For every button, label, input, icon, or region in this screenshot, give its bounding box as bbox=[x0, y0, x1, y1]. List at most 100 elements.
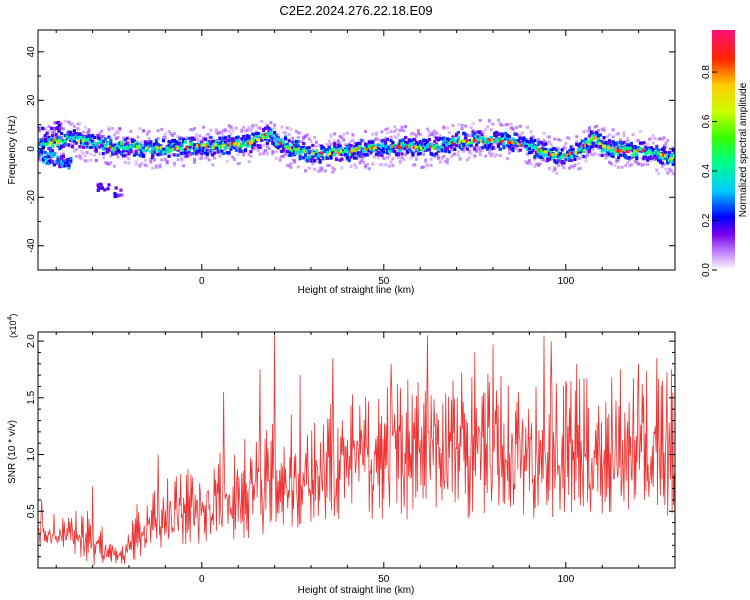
heatmap-cell-halo bbox=[516, 149, 520, 153]
heatmap-cell-body bbox=[161, 139, 166, 143]
heatmap-cell-body bbox=[132, 153, 137, 157]
heatmap-cell-body bbox=[571, 151, 575, 156]
heatmap-cell-halo bbox=[409, 156, 413, 160]
heatmap-cell-halo bbox=[567, 166, 571, 170]
heatmap-cell-body bbox=[409, 149, 413, 153]
heatmap-cell-body bbox=[296, 140, 300, 144]
heatmap-cell-halo bbox=[251, 123, 255, 127]
heatmap-cell-halo bbox=[52, 121, 56, 125]
heatmap-cell-halo bbox=[620, 165, 624, 169]
heatmap-cell-body bbox=[40, 138, 44, 142]
heatmap-cell-halo bbox=[478, 118, 482, 122]
heatmap-cell-halo bbox=[537, 164, 540, 168]
heatmap-cell-halo bbox=[165, 160, 169, 164]
heatmap-cell-core bbox=[476, 137, 481, 142]
heatmap-cell-halo bbox=[609, 162, 613, 166]
heatmap-cell-body bbox=[289, 153, 293, 157]
heatmap-cell-body bbox=[626, 156, 630, 160]
heatmap-cell-halo bbox=[537, 138, 540, 142]
heatmap-cell-halo bbox=[76, 127, 80, 131]
heatmap-cell-body bbox=[538, 155, 542, 160]
heatmap-cell-halo bbox=[628, 158, 631, 162]
heatmap-cell-body bbox=[185, 152, 189, 156]
heatmap-cell-body bbox=[274, 133, 279, 137]
heatmap-cell-body bbox=[462, 141, 466, 145]
heatmap-cell-halo bbox=[154, 166, 158, 170]
heatmap-cell-peak bbox=[227, 143, 232, 147]
heatmap-cell-halo bbox=[67, 120, 71, 124]
heatmap-cell-halo bbox=[398, 161, 402, 165]
heatmap-cell-halo bbox=[345, 131, 349, 135]
heatmap-cell-halo bbox=[425, 127, 429, 131]
heatmap-cell-halo bbox=[393, 125, 397, 129]
heatmap-cell-halo bbox=[618, 142, 622, 146]
heatmap-cell-halo bbox=[287, 133, 291, 137]
heatmap-cell-body bbox=[569, 147, 573, 152]
heatmap-cell-body bbox=[425, 148, 430, 152]
heatmap-cell-halo bbox=[294, 129, 298, 133]
heatmap-cell-core bbox=[180, 143, 184, 147]
heatmap-cell-halo bbox=[203, 156, 207, 160]
heatmap-cell-halo bbox=[467, 134, 471, 138]
heatmap-cell-core bbox=[658, 155, 663, 160]
heatmap-cell-halo bbox=[271, 152, 275, 156]
heatmap-cell-halo bbox=[482, 143, 486, 147]
heatmap-cell-core bbox=[487, 140, 491, 145]
heatmap-cell-halo bbox=[325, 143, 329, 147]
heatmap-cell-body bbox=[544, 142, 548, 146]
heatmap-cell-core bbox=[409, 142, 413, 147]
heatmap-cell-halo bbox=[340, 166, 344, 170]
heatmap-cell-peak bbox=[669, 157, 674, 161]
heatmap-branch-cell bbox=[43, 150, 47, 155]
heatmap-cell-body bbox=[232, 139, 237, 143]
heatmap-cell-core bbox=[147, 145, 151, 149]
heatmap-cell-body bbox=[167, 139, 171, 144]
heatmap-cell-core bbox=[163, 150, 167, 154]
heatmap-cell-body bbox=[151, 154, 155, 159]
heatmap-cell-body bbox=[294, 142, 299, 146]
snr-x-ticks: 0 50 100 bbox=[55, 332, 676, 585]
heatmap-cell-body bbox=[176, 153, 180, 157]
heatmap-cell-halo bbox=[60, 152, 64, 156]
heatmap-cell-body bbox=[473, 136, 477, 141]
heatmap-cell-core bbox=[274, 142, 279, 146]
heatmap-cell-halo bbox=[125, 156, 129, 160]
heatmap-cell-halo bbox=[260, 119, 264, 123]
heatmap-cell-body bbox=[89, 145, 93, 150]
heatmap-cell-halo bbox=[173, 161, 176, 165]
heatmap-cell-halo bbox=[233, 158, 237, 162]
heatmap-cell-peak bbox=[396, 144, 401, 148]
heatmap-cell-body bbox=[320, 144, 324, 148]
heatmap-cell-halo bbox=[89, 152, 93, 156]
heatmap-cell-halo bbox=[194, 133, 198, 137]
heatmap-cell-body bbox=[389, 139, 393, 143]
heatmap-cell-halo bbox=[464, 146, 468, 150]
snr-y-tick-label: 0.5 bbox=[26, 504, 37, 518]
heatmap-cell-halo bbox=[668, 149, 672, 153]
heatmap-cell-halo bbox=[227, 129, 231, 133]
heatmap-blob-cell bbox=[32, 131, 35, 134]
heatmap-blob-cell bbox=[103, 188, 107, 192]
heatmap-cell-core bbox=[649, 150, 653, 154]
heatmap-cell-halo bbox=[484, 127, 488, 131]
heatmap-cell-halo bbox=[617, 132, 621, 136]
heatmap-cell-body bbox=[487, 145, 491, 149]
heatmap-cell-core bbox=[194, 145, 198, 150]
heatmap-cell-halo bbox=[651, 141, 655, 145]
heatmap-cell-body bbox=[327, 146, 331, 150]
heatmap-cell-body bbox=[111, 144, 115, 149]
heatmap-cell-body bbox=[265, 141, 269, 145]
heatmap-cell-halo bbox=[191, 146, 195, 150]
heatmap-cell-core bbox=[580, 145, 584, 150]
heatmap-cell-body bbox=[262, 128, 266, 133]
heatmap-cell-halo bbox=[456, 123, 460, 127]
heatmap-cell-body bbox=[404, 135, 408, 140]
heatmap-cell-peak bbox=[77, 139, 82, 144]
heatmap-cell-halo bbox=[362, 139, 366, 143]
heatmap-cell-body bbox=[54, 133, 58, 137]
heatmap-cell-body bbox=[191, 151, 195, 156]
heatmap-cell-body bbox=[78, 132, 82, 136]
heatmap-cell-body bbox=[293, 143, 297, 148]
heatmap-cell-body bbox=[302, 145, 306, 150]
heatmap-cell-core bbox=[189, 142, 193, 146]
